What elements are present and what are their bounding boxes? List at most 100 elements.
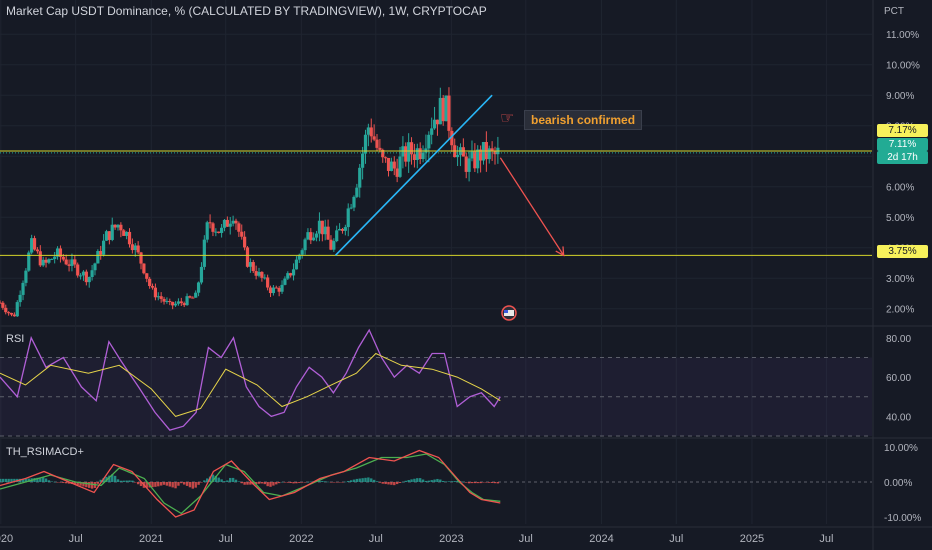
candle-body	[9, 312, 14, 315]
macd-panel-label[interactable]: TH_RSIMACD+	[6, 446, 84, 458]
macd-histogram-bar	[188, 482, 192, 488]
candle-body	[171, 301, 175, 306]
macd-histogram-bar	[398, 482, 402, 483]
macd-histogram-bar	[401, 481, 405, 483]
macd-histogram-bar	[47, 480, 51, 482]
candle-body	[335, 230, 339, 242]
macd-fast-line	[0, 449, 501, 518]
candle-body	[188, 296, 192, 298]
candle-body	[280, 284, 284, 292]
candle-body	[283, 278, 287, 285]
macd-histogram-bar	[470, 482, 474, 484]
candle-body	[35, 249, 40, 252]
candle-body	[231, 220, 235, 224]
macd-histogram-bar	[444, 481, 448, 483]
macd-histogram-bar	[407, 479, 410, 482]
candle-body	[470, 151, 474, 159]
macd-histogram-bar	[254, 482, 258, 485]
macd-histogram-bar	[125, 480, 128, 482]
y-tick-macd: 0.00%	[884, 478, 912, 489]
macd-histogram-bar	[111, 474, 114, 482]
y-tick-main: 6.00%	[886, 183, 914, 194]
candle-body	[329, 239, 333, 250]
macd-histogram-bar	[295, 482, 298, 484]
macd-histogram-bar	[349, 480, 353, 482]
macd-histogram-bar	[249, 482, 252, 485]
candle-body	[30, 238, 34, 253]
macd-histogram-bar	[430, 480, 433, 482]
candle-body	[300, 250, 304, 255]
macd-histogram-bar	[286, 482, 289, 483]
y-tick-rsi: 60.00	[886, 373, 911, 384]
macd-histogram-bar	[119, 480, 123, 482]
macd-histogram-bar	[145, 482, 148, 488]
candle-body	[404, 146, 408, 162]
macd-histogram-bar	[220, 479, 223, 482]
y-tick-main: 3.00%	[886, 274, 914, 285]
candle-body	[441, 97, 445, 122]
macd-histogram-bar	[191, 482, 195, 489]
y-tick-rsi: 80.00	[886, 334, 911, 345]
candle-body	[254, 271, 258, 276]
macd-histogram-bar	[465, 482, 468, 483]
candle-body	[50, 258, 54, 260]
rsi-line	[0, 328, 501, 431]
price-tag-current-value: 7.11%	[877, 138, 928, 151]
price-tag-upper-level: 7.17%	[877, 124, 928, 137]
macd-histogram-bar	[214, 475, 218, 482]
annotation-bearish-confirmed[interactable]: bearish confirmed	[524, 110, 643, 130]
macd-histogram-bar	[329, 482, 333, 483]
candle-body	[73, 259, 77, 265]
macd-histogram-bar	[450, 481, 454, 482]
candle-body	[432, 119, 437, 129]
macd-histogram-bar	[177, 482, 180, 486]
candle-body	[205, 222, 209, 240]
candle-body	[384, 157, 388, 159]
price-tag-lower-level: 3.75%	[877, 245, 928, 258]
macd-histogram-bar	[134, 482, 137, 483]
macd-histogram-bar	[482, 482, 485, 483]
candle-body	[381, 149, 385, 158]
candle-body	[136, 245, 140, 253]
macd-histogram-bar	[10, 478, 13, 482]
macd-histogram-bar	[479, 482, 482, 484]
macd-histogram-bar	[303, 482, 307, 483]
candle-body	[32, 238, 37, 250]
candle-body	[202, 239, 206, 267]
macd-histogram-bar	[275, 482, 278, 485]
candle-body	[185, 296, 189, 306]
candle-body	[467, 158, 471, 172]
macd-histogram-bar	[50, 481, 54, 482]
macd-histogram-bar	[182, 482, 186, 485]
candle-body	[444, 95, 448, 122]
macd-histogram-bar	[427, 480, 431, 482]
candle-body	[7, 312, 11, 314]
macd-histogram-bar	[439, 479, 442, 482]
candle-body	[125, 231, 129, 236]
candle-body	[15, 302, 19, 317]
candle-body	[277, 287, 281, 292]
macd-histogram-bar	[113, 475, 117, 482]
macd-histogram-bar	[122, 480, 125, 482]
macd-histogram-bar	[326, 481, 330, 483]
macd-histogram-bar	[116, 479, 120, 482]
candle-body	[430, 128, 434, 135]
macd-histogram-bar	[277, 482, 281, 484]
macd-histogram-bar	[246, 482, 249, 485]
candle-body	[64, 259, 68, 265]
macd-histogram-bar	[237, 481, 241, 482]
candle-body	[346, 208, 350, 228]
macd-histogram-bar	[424, 480, 428, 482]
candle-body	[130, 244, 134, 251]
macd-histogram-bar	[136, 482, 140, 485]
candle-body	[127, 231, 132, 245]
macd-histogram-bar	[387, 482, 390, 485]
x-tick: Jul	[369, 533, 383, 545]
projection-arrow-head	[555, 246, 565, 257]
rsi-panel-label[interactable]: RSI	[6, 333, 25, 345]
macd-histogram-bar	[321, 480, 324, 482]
y-tick-rsi: 40.00	[886, 412, 911, 423]
macd-histogram-bar	[1, 478, 5, 482]
macd-histogram-bar	[151, 482, 154, 488]
